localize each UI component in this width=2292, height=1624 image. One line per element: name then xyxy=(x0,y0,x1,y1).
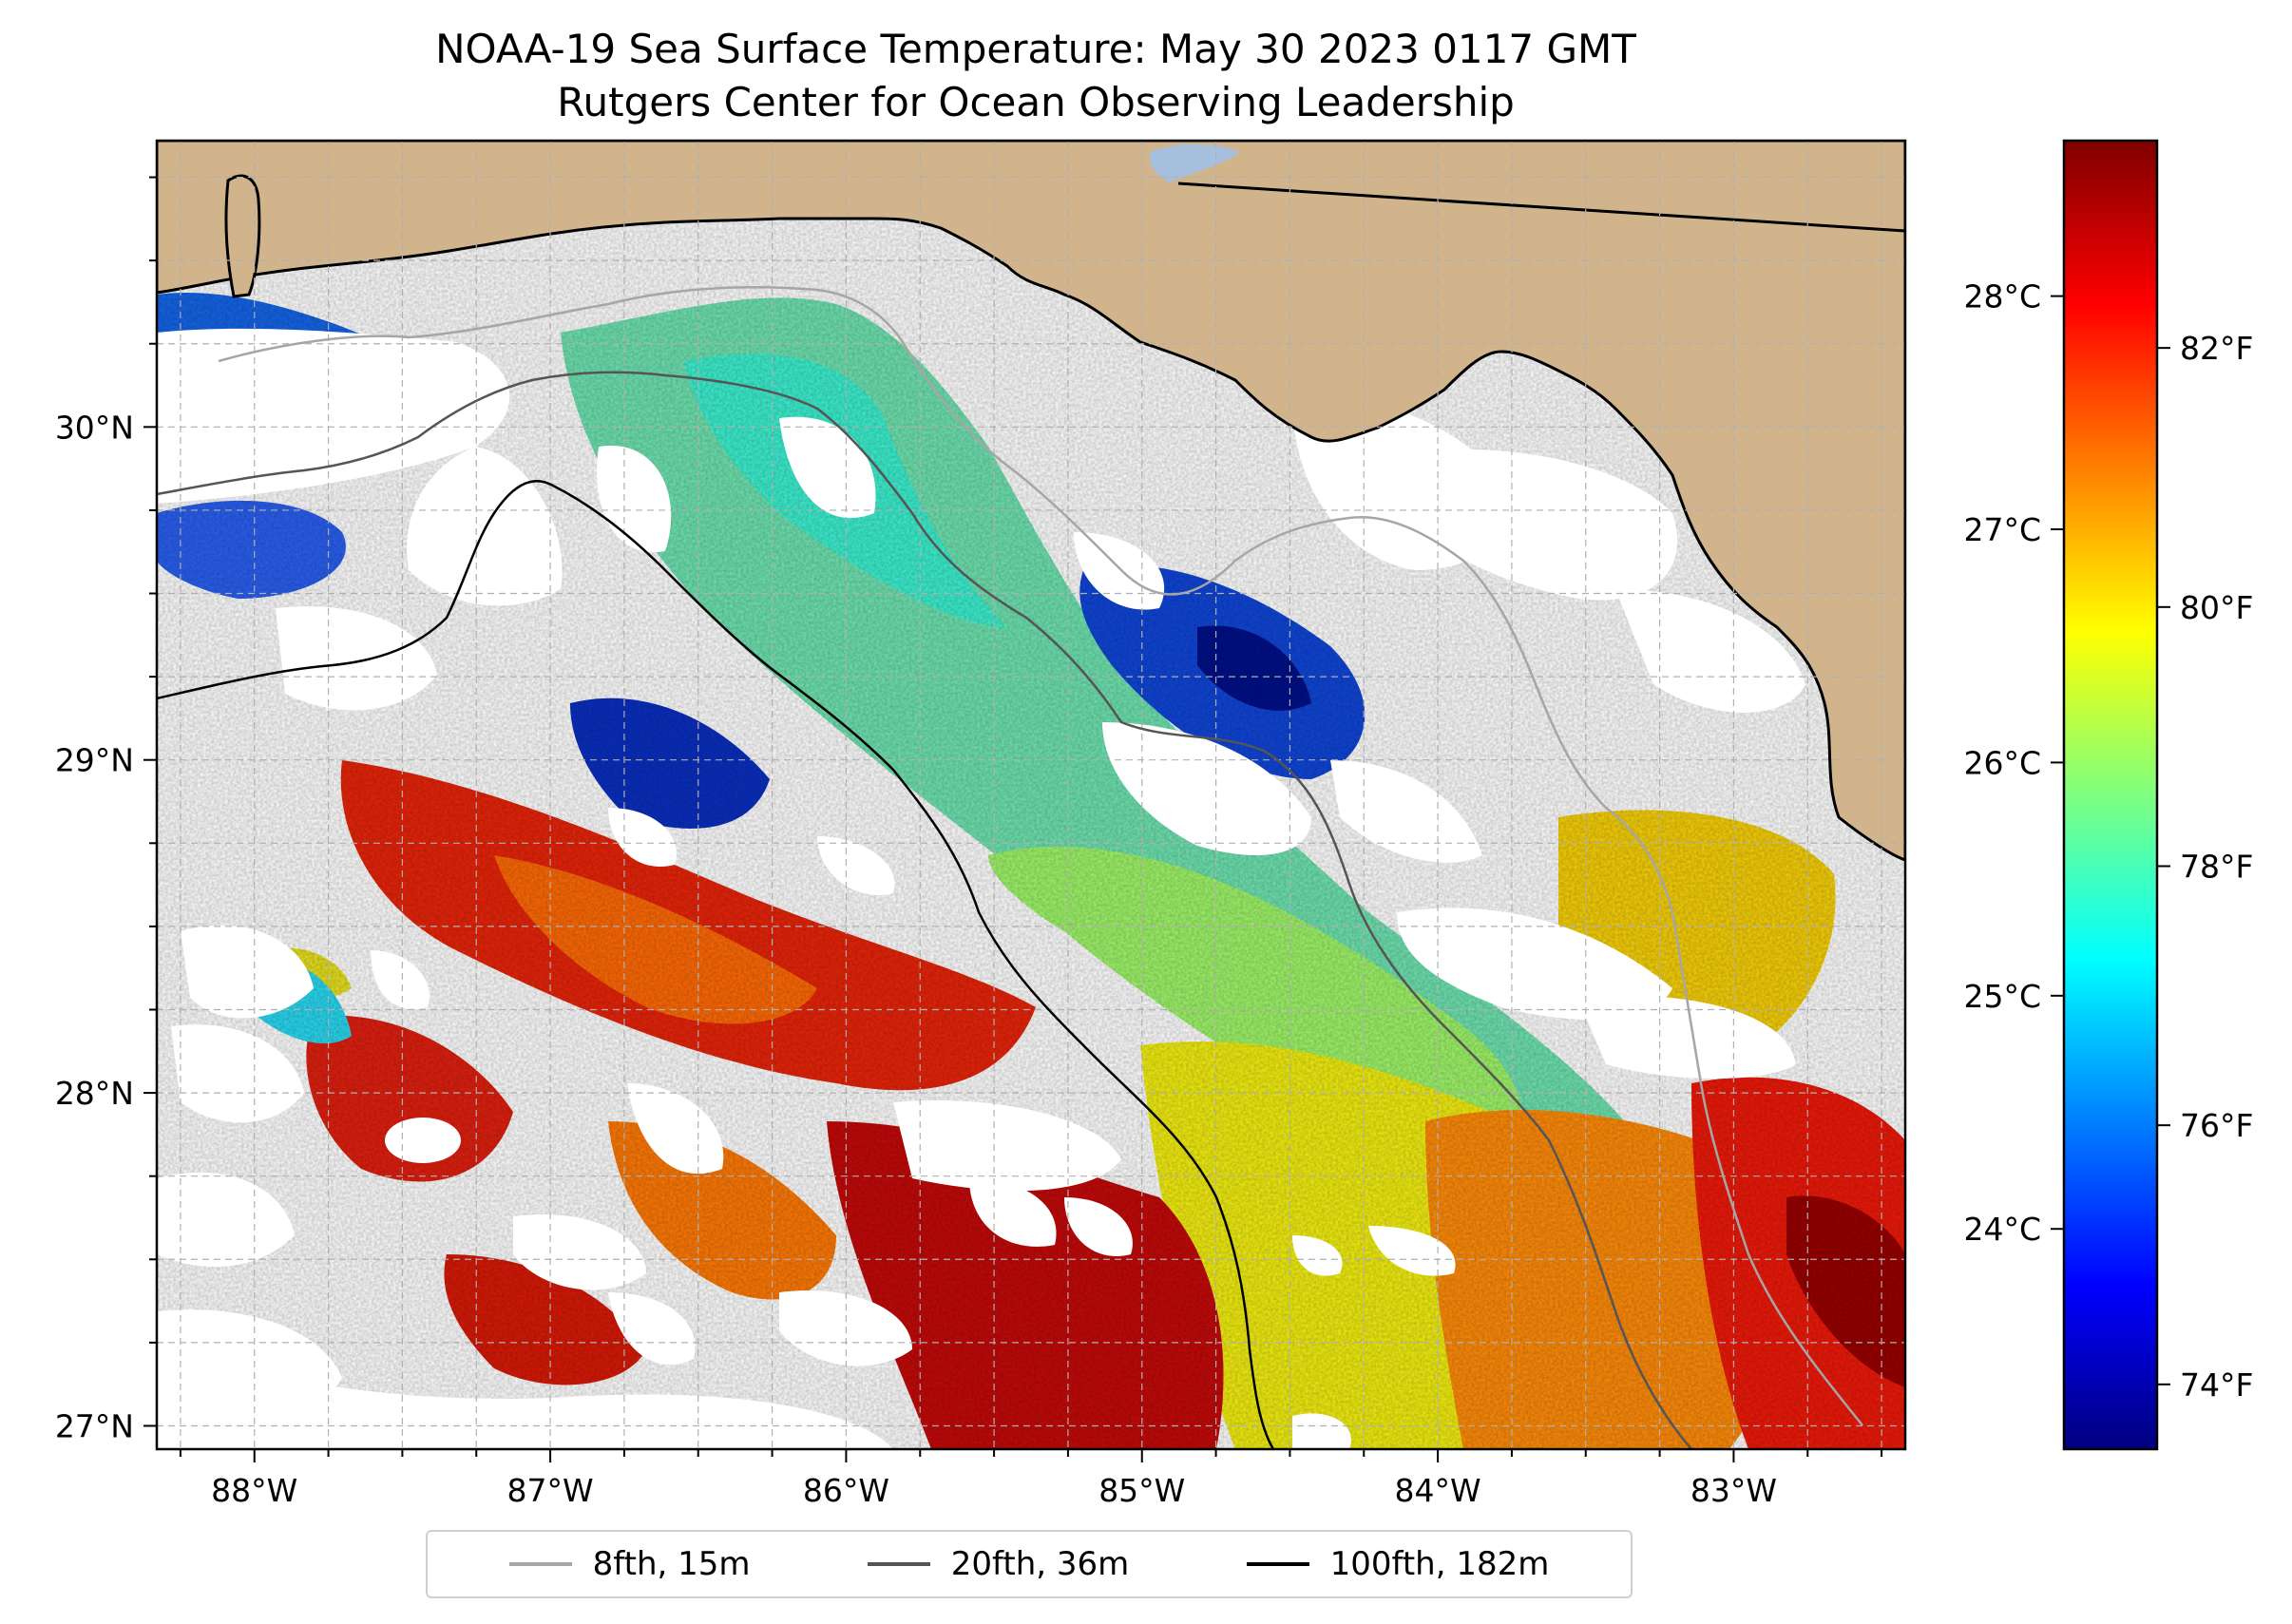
cloud-mask xyxy=(157,328,1805,1449)
cloud-gap xyxy=(969,1178,1057,1247)
legend-label-20fth: 20fth, 36m xyxy=(950,1545,1130,1583)
colorbar-f-label: 74°F xyxy=(2180,1366,2253,1404)
chart-title: NOAA-19 Sea Surface Temperature: May 30 … xyxy=(0,23,2072,129)
cloud-gap xyxy=(1102,722,1311,855)
cloud-gap xyxy=(513,1214,646,1290)
legend-label-100fth: 100fth, 182m xyxy=(1329,1545,1550,1583)
colorbar-fahrenheit-axis: 74°F 76°F 78°F 80°F 82°F xyxy=(2157,330,2253,1404)
colorbar-celsius-axis: 24°C 25°C 26°C 27°C 28°C xyxy=(1963,278,2064,1248)
y-tick-label: 29°N xyxy=(55,742,134,779)
cloud-gap xyxy=(608,808,677,867)
colorbar-c-label: 28°C xyxy=(1963,278,2041,315)
colorbar-f-label: 82°F xyxy=(2180,330,2253,367)
isobath-8fth xyxy=(218,285,1863,1426)
cloud-gap xyxy=(371,950,430,1009)
legend-line-20fth xyxy=(867,1562,930,1566)
cloud-gap xyxy=(1397,908,1672,1021)
map-area xyxy=(157,141,1905,1449)
land-mobile-bay xyxy=(224,174,261,298)
isobath-20fth xyxy=(157,371,1692,1449)
colorbar-f-label: 80°F xyxy=(2180,589,2253,626)
map-frame xyxy=(155,139,1907,1451)
cloud-gap xyxy=(1292,1413,1351,1449)
cloud-gap xyxy=(171,1024,304,1123)
x-tick-label: 84°W xyxy=(1395,1472,1481,1509)
cloud-gap xyxy=(276,606,437,711)
title-line-2: Rutgers Center for Ocean Observing Leade… xyxy=(557,79,1515,125)
cloud-gap xyxy=(385,1118,461,1163)
colorbar-c-label: 25°C xyxy=(1963,978,2041,1015)
cloud-gap xyxy=(893,1100,1121,1192)
x-tick-label: 87°W xyxy=(507,1472,594,1509)
cloud-gap xyxy=(1615,589,1805,713)
lake xyxy=(1149,143,1240,182)
cloud-gap xyxy=(1615,1014,1729,1064)
legend-label-8fth: 8fth, 15m xyxy=(592,1545,751,1583)
colorbar-f-label: 76°F xyxy=(2180,1107,2253,1144)
legend-item-8fth: 8fth, 15m xyxy=(508,1545,751,1583)
legend-line-8fth xyxy=(508,1562,572,1566)
isobath-100fth xyxy=(157,480,1275,1449)
cloud-gap xyxy=(1368,1226,1456,1276)
cloud-gap xyxy=(817,836,895,895)
x-tick-label: 88°W xyxy=(211,1472,297,1509)
land xyxy=(157,141,1905,862)
x-axis: 88°W 87°W 86°W 85°W 84°W 83°W xyxy=(179,1449,1883,1509)
cloud-gap xyxy=(1330,760,1482,863)
cloud-gap xyxy=(181,925,314,1019)
y-tick-label: 27°N xyxy=(55,1407,134,1444)
cloud-gap xyxy=(779,416,876,519)
x-tick-label: 85°W xyxy=(1098,1472,1185,1509)
y-tick-label: 28°N xyxy=(55,1075,134,1112)
legend-line-100fth xyxy=(1246,1562,1309,1566)
cloud-gap xyxy=(608,1292,696,1366)
graticule xyxy=(157,141,1905,1449)
legend-item-20fth: 20fth, 36m xyxy=(867,1545,1130,1583)
cloud-gap xyxy=(1292,1235,1343,1276)
y-tick-label: 30°N xyxy=(55,409,134,446)
colorbar-c-label: 24°C xyxy=(1963,1211,2041,1248)
state-boundary xyxy=(1177,182,1905,233)
title-line-1: NOAA-19 Sea Surface Temperature: May 30 … xyxy=(435,26,1636,72)
cloud-gap xyxy=(157,328,510,504)
legend-item-100fth: 100fth, 182m xyxy=(1246,1545,1550,1583)
colorbar xyxy=(2062,139,2159,1451)
x-tick-label: 83°W xyxy=(1690,1472,1777,1509)
colorbar-f-label: 78°F xyxy=(2180,848,2253,885)
cloud-gap xyxy=(157,1349,893,1449)
colorbar-c-label: 27°C xyxy=(1963,511,2041,548)
land-north-coast xyxy=(157,141,1905,862)
isobath-legend: 8fth, 15m 20fth, 36m 100fth, 182m xyxy=(426,1530,1633,1598)
cloud-gap xyxy=(1368,449,1678,601)
colorbar-c-label: 26°C xyxy=(1963,744,2041,781)
x-tick-label: 86°W xyxy=(803,1472,889,1509)
cloud-gap xyxy=(407,447,563,606)
y-axis: 27°N 28°N 29°N 30°N xyxy=(55,176,157,1444)
cloud-gap xyxy=(627,1083,724,1175)
cloud-gap xyxy=(1064,1197,1133,1256)
cloud-gap xyxy=(157,1172,295,1268)
isobaths xyxy=(157,285,1863,1449)
